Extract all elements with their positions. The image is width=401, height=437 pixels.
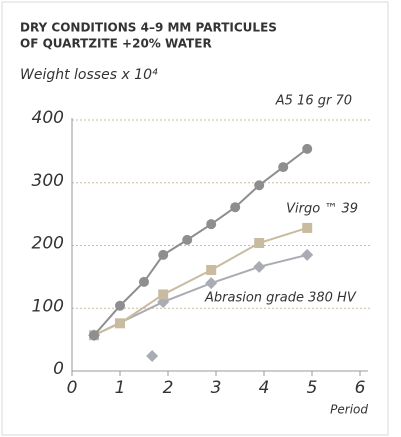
frame	[1, 1, 389, 436]
point	[230, 202, 241, 213]
x-axis-label: Period	[330, 403, 368, 417]
point	[115, 300, 125, 311]
chart-title: DRY CONDITIONS 4–9 MM PARTICULES	[20, 21, 277, 35]
x-tick-label: 4	[259, 378, 270, 398]
point	[182, 234, 193, 245]
point	[158, 289, 169, 300]
y-tick-label: 200	[32, 234, 64, 254]
y-tick-label: 0	[53, 359, 64, 379]
x-tick-label: 3	[211, 378, 222, 398]
series-label: Abrasion grade 380 HV	[204, 291, 357, 306]
chart-title: OF QUARTZITE +20% WATER	[20, 37, 212, 51]
y-tick-label: 300	[32, 171, 64, 191]
point	[302, 222, 313, 233]
y-tick-label: 400	[32, 108, 64, 128]
point	[254, 180, 265, 191]
series-label: A5 16 gr 70	[275, 94, 352, 109]
x-tick-label: 1	[115, 378, 126, 398]
point	[206, 219, 217, 230]
point	[254, 237, 265, 248]
x-tick-label: 0	[67, 378, 78, 398]
x-tick-label: 5	[307, 378, 318, 398]
x-tick-label: 6	[355, 378, 366, 398]
x-tick-label: 2	[163, 378, 174, 398]
point	[301, 248, 314, 261]
point	[158, 249, 169, 260]
chart-subtitle: Weight losses x 10⁴	[20, 67, 158, 83]
point	[205, 277, 218, 290]
series-label: Virgo ™ 39	[286, 202, 358, 217]
point	[253, 260, 266, 273]
point	[278, 162, 289, 173]
point	[302, 143, 313, 154]
series-line	[93, 148, 308, 336]
point	[206, 264, 217, 275]
point	[115, 318, 125, 329]
point	[146, 349, 159, 362]
y-tick-label: 100	[32, 296, 64, 316]
point	[139, 276, 149, 287]
point	[89, 330, 100, 341]
